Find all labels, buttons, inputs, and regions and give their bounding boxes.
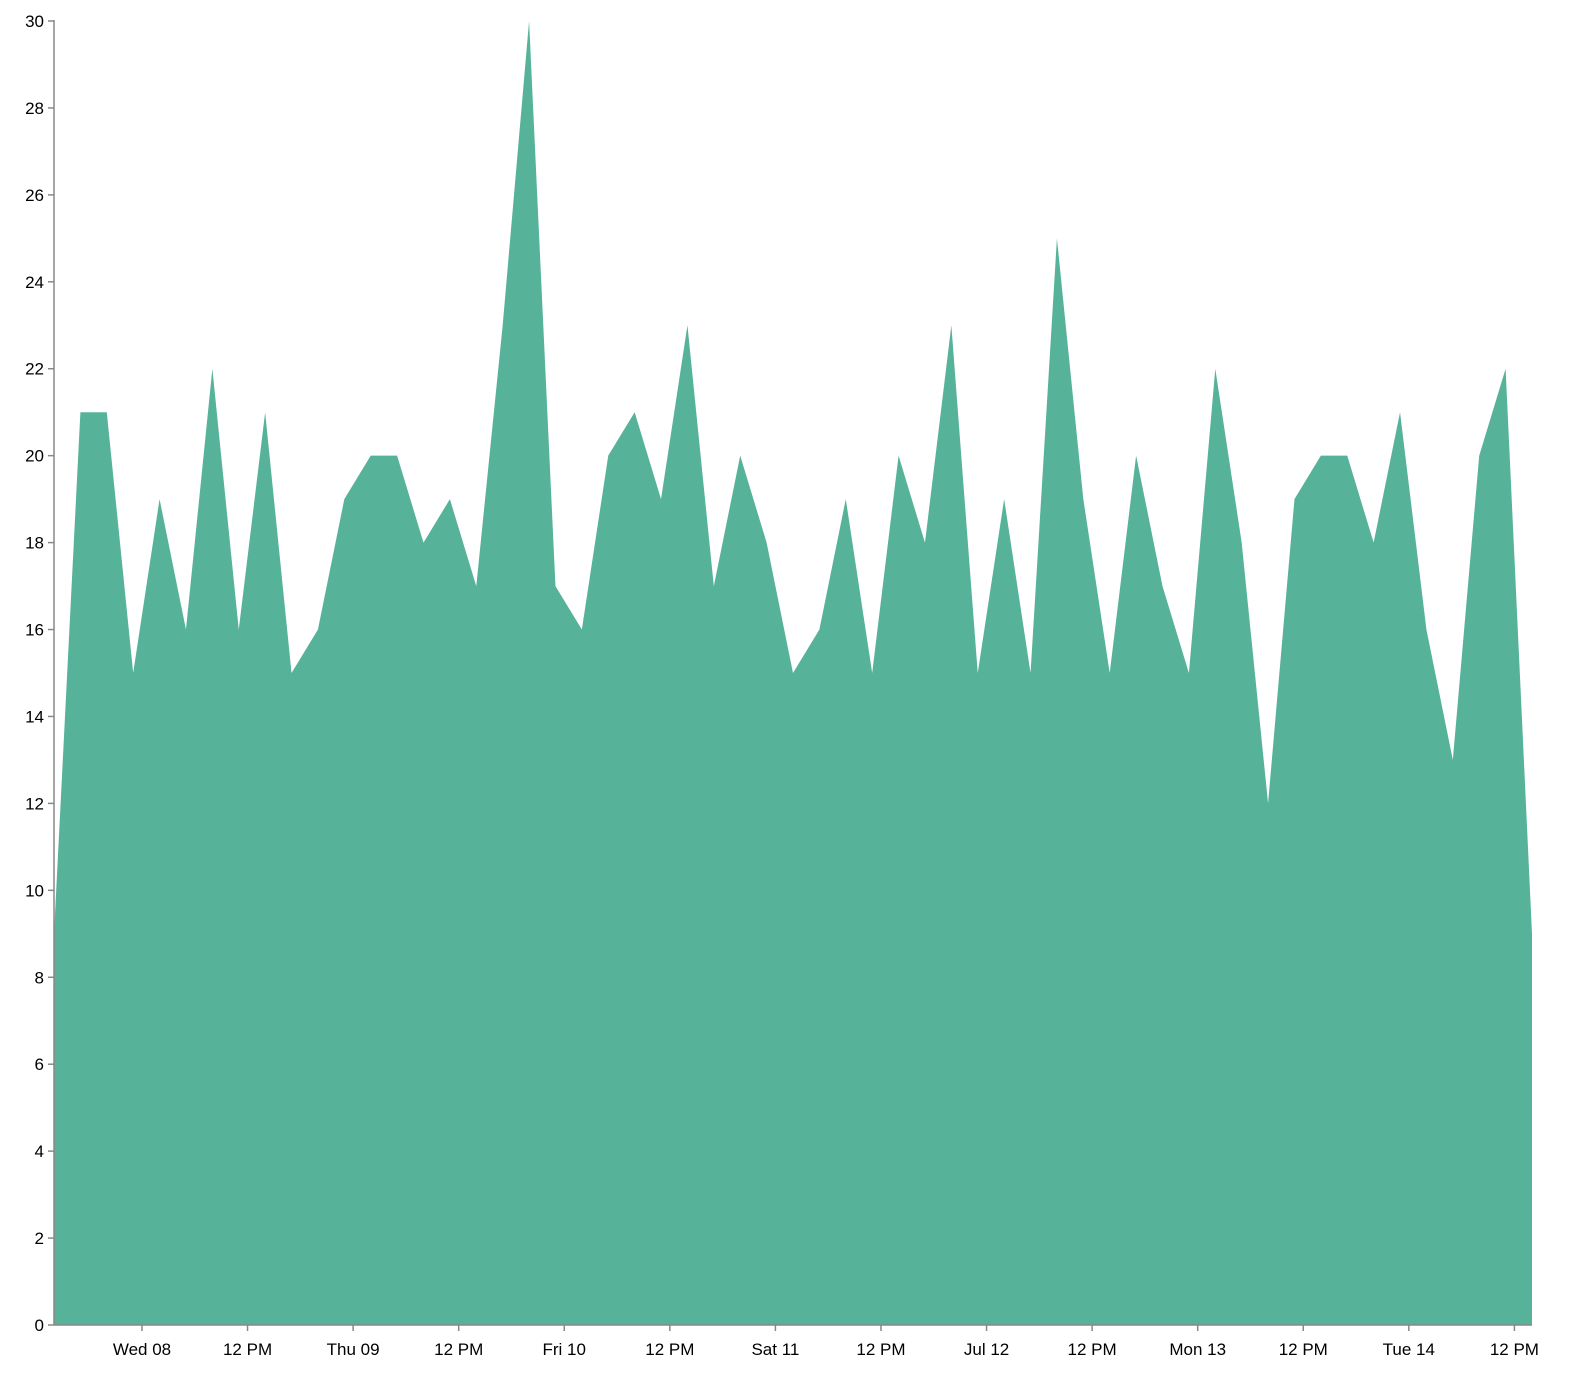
y-tick: 4 bbox=[35, 1142, 54, 1161]
y-tick-label: 12 bbox=[25, 794, 44, 813]
y-tick: 0 bbox=[35, 1316, 54, 1335]
y-tick: 26 bbox=[25, 186, 54, 205]
x-tick: Wed 08 bbox=[113, 1325, 171, 1359]
x-tick-label: Thu 09 bbox=[327, 1340, 380, 1359]
x-tick-label: 12 PM bbox=[645, 1340, 694, 1359]
y-tick: 28 bbox=[25, 99, 54, 118]
y-tick-label: 26 bbox=[25, 186, 44, 205]
y-tick-label: 24 bbox=[25, 273, 44, 292]
x-tick-label: Mon 13 bbox=[1169, 1340, 1226, 1359]
y-tick: 12 bbox=[25, 794, 54, 813]
x-tick-label: Tue 14 bbox=[1383, 1340, 1435, 1359]
y-tick-label: 10 bbox=[25, 881, 44, 900]
x-tick-label: 12 PM bbox=[223, 1340, 272, 1359]
y-tick-label: 22 bbox=[25, 360, 44, 379]
x-tick: Tue 14 bbox=[1383, 1325, 1435, 1359]
x-tick: Thu 09 bbox=[327, 1325, 380, 1359]
x-tick: 12 PM bbox=[645, 1325, 694, 1359]
y-tick-label: 0 bbox=[35, 1316, 44, 1335]
y-tick: 20 bbox=[25, 447, 54, 466]
y-tick-label: 16 bbox=[25, 621, 44, 640]
y-tick: 6 bbox=[35, 1055, 54, 1074]
x-tick: 12 PM bbox=[1490, 1325, 1539, 1359]
x-tick-label: 12 PM bbox=[856, 1340, 905, 1359]
x-tick: Jul 12 bbox=[964, 1325, 1009, 1359]
x-tick-label: Jul 12 bbox=[964, 1340, 1009, 1359]
y-tick: 22 bbox=[25, 360, 54, 379]
y-tick-label: 8 bbox=[35, 968, 44, 987]
y-tick-label: 2 bbox=[35, 1229, 44, 1248]
y-tick-label: 20 bbox=[25, 447, 44, 466]
y-tick-label: 18 bbox=[25, 534, 44, 553]
y-tick: 2 bbox=[35, 1229, 54, 1248]
y-tick-label: 4 bbox=[35, 1142, 44, 1161]
x-tick: 12 PM bbox=[1279, 1325, 1328, 1359]
x-tick-label: 12 PM bbox=[434, 1340, 483, 1359]
y-tick-label: 6 bbox=[35, 1055, 44, 1074]
x-tick: 12 PM bbox=[223, 1325, 272, 1359]
y-tick: 30 bbox=[25, 12, 54, 31]
y-tick: 14 bbox=[25, 707, 54, 726]
y-tick-label: 30 bbox=[25, 12, 44, 31]
x-axis: Wed 08 12 PM Thu 09 12 PM Fri 10 12 PM Sat 11 1… bbox=[54, 1324, 1539, 1359]
x-tick-label: Wed 08 bbox=[113, 1340, 171, 1359]
y-tick: 24 bbox=[25, 273, 54, 292]
x-tick-label: Fri 10 bbox=[543, 1340, 586, 1359]
x-tick: Sat 11 bbox=[751, 1325, 799, 1359]
y-tick: 16 bbox=[25, 621, 54, 640]
y-tick-label: 28 bbox=[25, 99, 44, 118]
y-tick: 18 bbox=[25, 534, 54, 553]
y-tick: 10 bbox=[25, 881, 54, 900]
y-tick: 8 bbox=[35, 968, 54, 987]
x-tick: Mon 13 bbox=[1169, 1325, 1226, 1359]
area-series bbox=[54, 21, 1532, 1325]
x-tick-label: 12 PM bbox=[1279, 1340, 1328, 1359]
x-tick-label: 12 PM bbox=[1490, 1340, 1539, 1359]
x-tick: 12 PM bbox=[434, 1325, 483, 1359]
x-tick: 12 PM bbox=[1068, 1325, 1117, 1359]
x-tick: Fri 10 bbox=[543, 1325, 586, 1359]
x-tick-label: Sat 11 bbox=[751, 1340, 799, 1359]
y-tick-label: 14 bbox=[25, 707, 44, 726]
x-tick: 12 PM bbox=[856, 1325, 906, 1359]
x-tick-label: 12 PM bbox=[1068, 1340, 1117, 1359]
